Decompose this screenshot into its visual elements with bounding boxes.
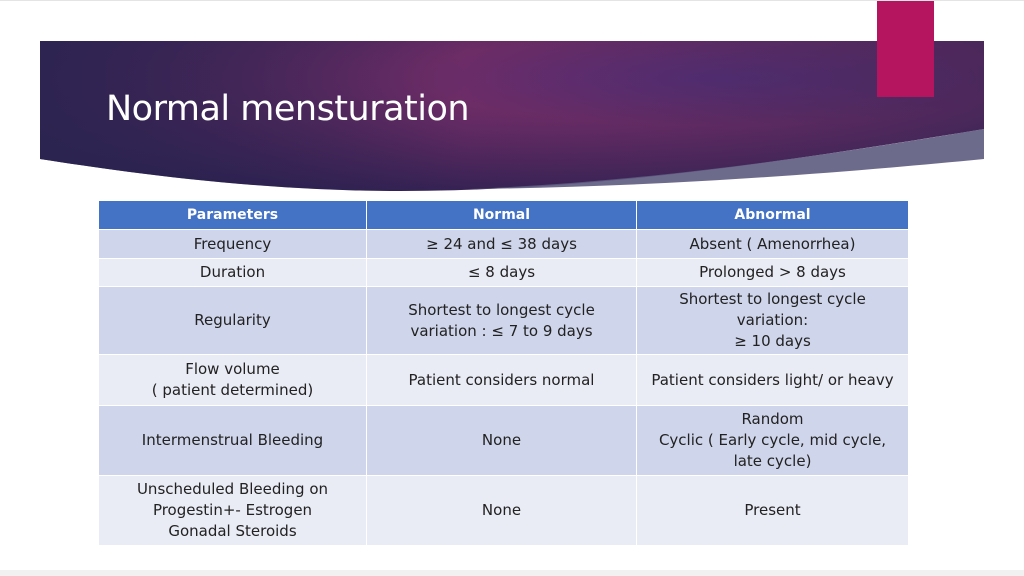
title-banner xyxy=(40,41,984,191)
normal-cell: Shortest to longest cycle variation : ≤ … xyxy=(366,286,637,355)
parameters-table: Parameters Normal Abnormal Frequency ≥ 2… xyxy=(98,200,909,546)
table-row: Frequency ≥ 24 and ≤ 38 days Absent ( Am… xyxy=(98,229,909,259)
abnormal-cell: Shortest to longest cycle variation: ≥ 1… xyxy=(636,286,909,355)
normal-cell: ≤ 8 days xyxy=(366,258,637,287)
normal-cell: Patient considers normal xyxy=(366,354,637,406)
table-row: Duration ≤ 8 days Prolonged > 8 days xyxy=(98,258,909,287)
parameter-cell: Unscheduled Bleeding on Progestin+- Estr… xyxy=(98,475,367,546)
abnormal-cell: Absent ( Amenorrhea) xyxy=(636,229,909,259)
parameter-cell: Intermenstrual Bleeding xyxy=(98,405,367,476)
normal-cell: None xyxy=(366,405,637,476)
abnormal-cell: Patient considers light/ or heavy xyxy=(636,354,909,406)
parameter-cell: Duration xyxy=(98,258,367,287)
parameter-cell: Frequency xyxy=(98,229,367,259)
normal-cell: ≥ 24 and ≤ 38 days xyxy=(366,229,637,259)
table-row: Flow volume ( patient determined) Patien… xyxy=(98,354,909,406)
column-header-parameters: Parameters xyxy=(98,200,367,230)
table-row: Unscheduled Bleeding on Progestin+- Estr… xyxy=(98,475,909,546)
bottom-band xyxy=(0,570,1024,576)
page-title: Normal mensturation xyxy=(106,89,470,129)
abnormal-cell: Present xyxy=(636,475,909,546)
table-row: Intermenstrual Bleeding None Random Cycl… xyxy=(98,405,909,476)
parameter-cell: Flow volume ( patient determined) xyxy=(98,354,367,406)
table-row: Regularity Shortest to longest cycle var… xyxy=(98,286,909,355)
column-header-abnormal: Abnormal xyxy=(636,200,909,230)
parameter-cell: Regularity xyxy=(98,286,367,355)
accent-tab xyxy=(877,1,934,97)
column-header-normal: Normal xyxy=(366,200,637,230)
table-header-row: Parameters Normal Abnormal xyxy=(98,200,909,230)
abnormal-cell: Random Cyclic ( Early cycle, mid cycle, … xyxy=(636,405,909,476)
abnormal-cell: Prolonged > 8 days xyxy=(636,258,909,287)
normal-cell: None xyxy=(366,475,637,546)
